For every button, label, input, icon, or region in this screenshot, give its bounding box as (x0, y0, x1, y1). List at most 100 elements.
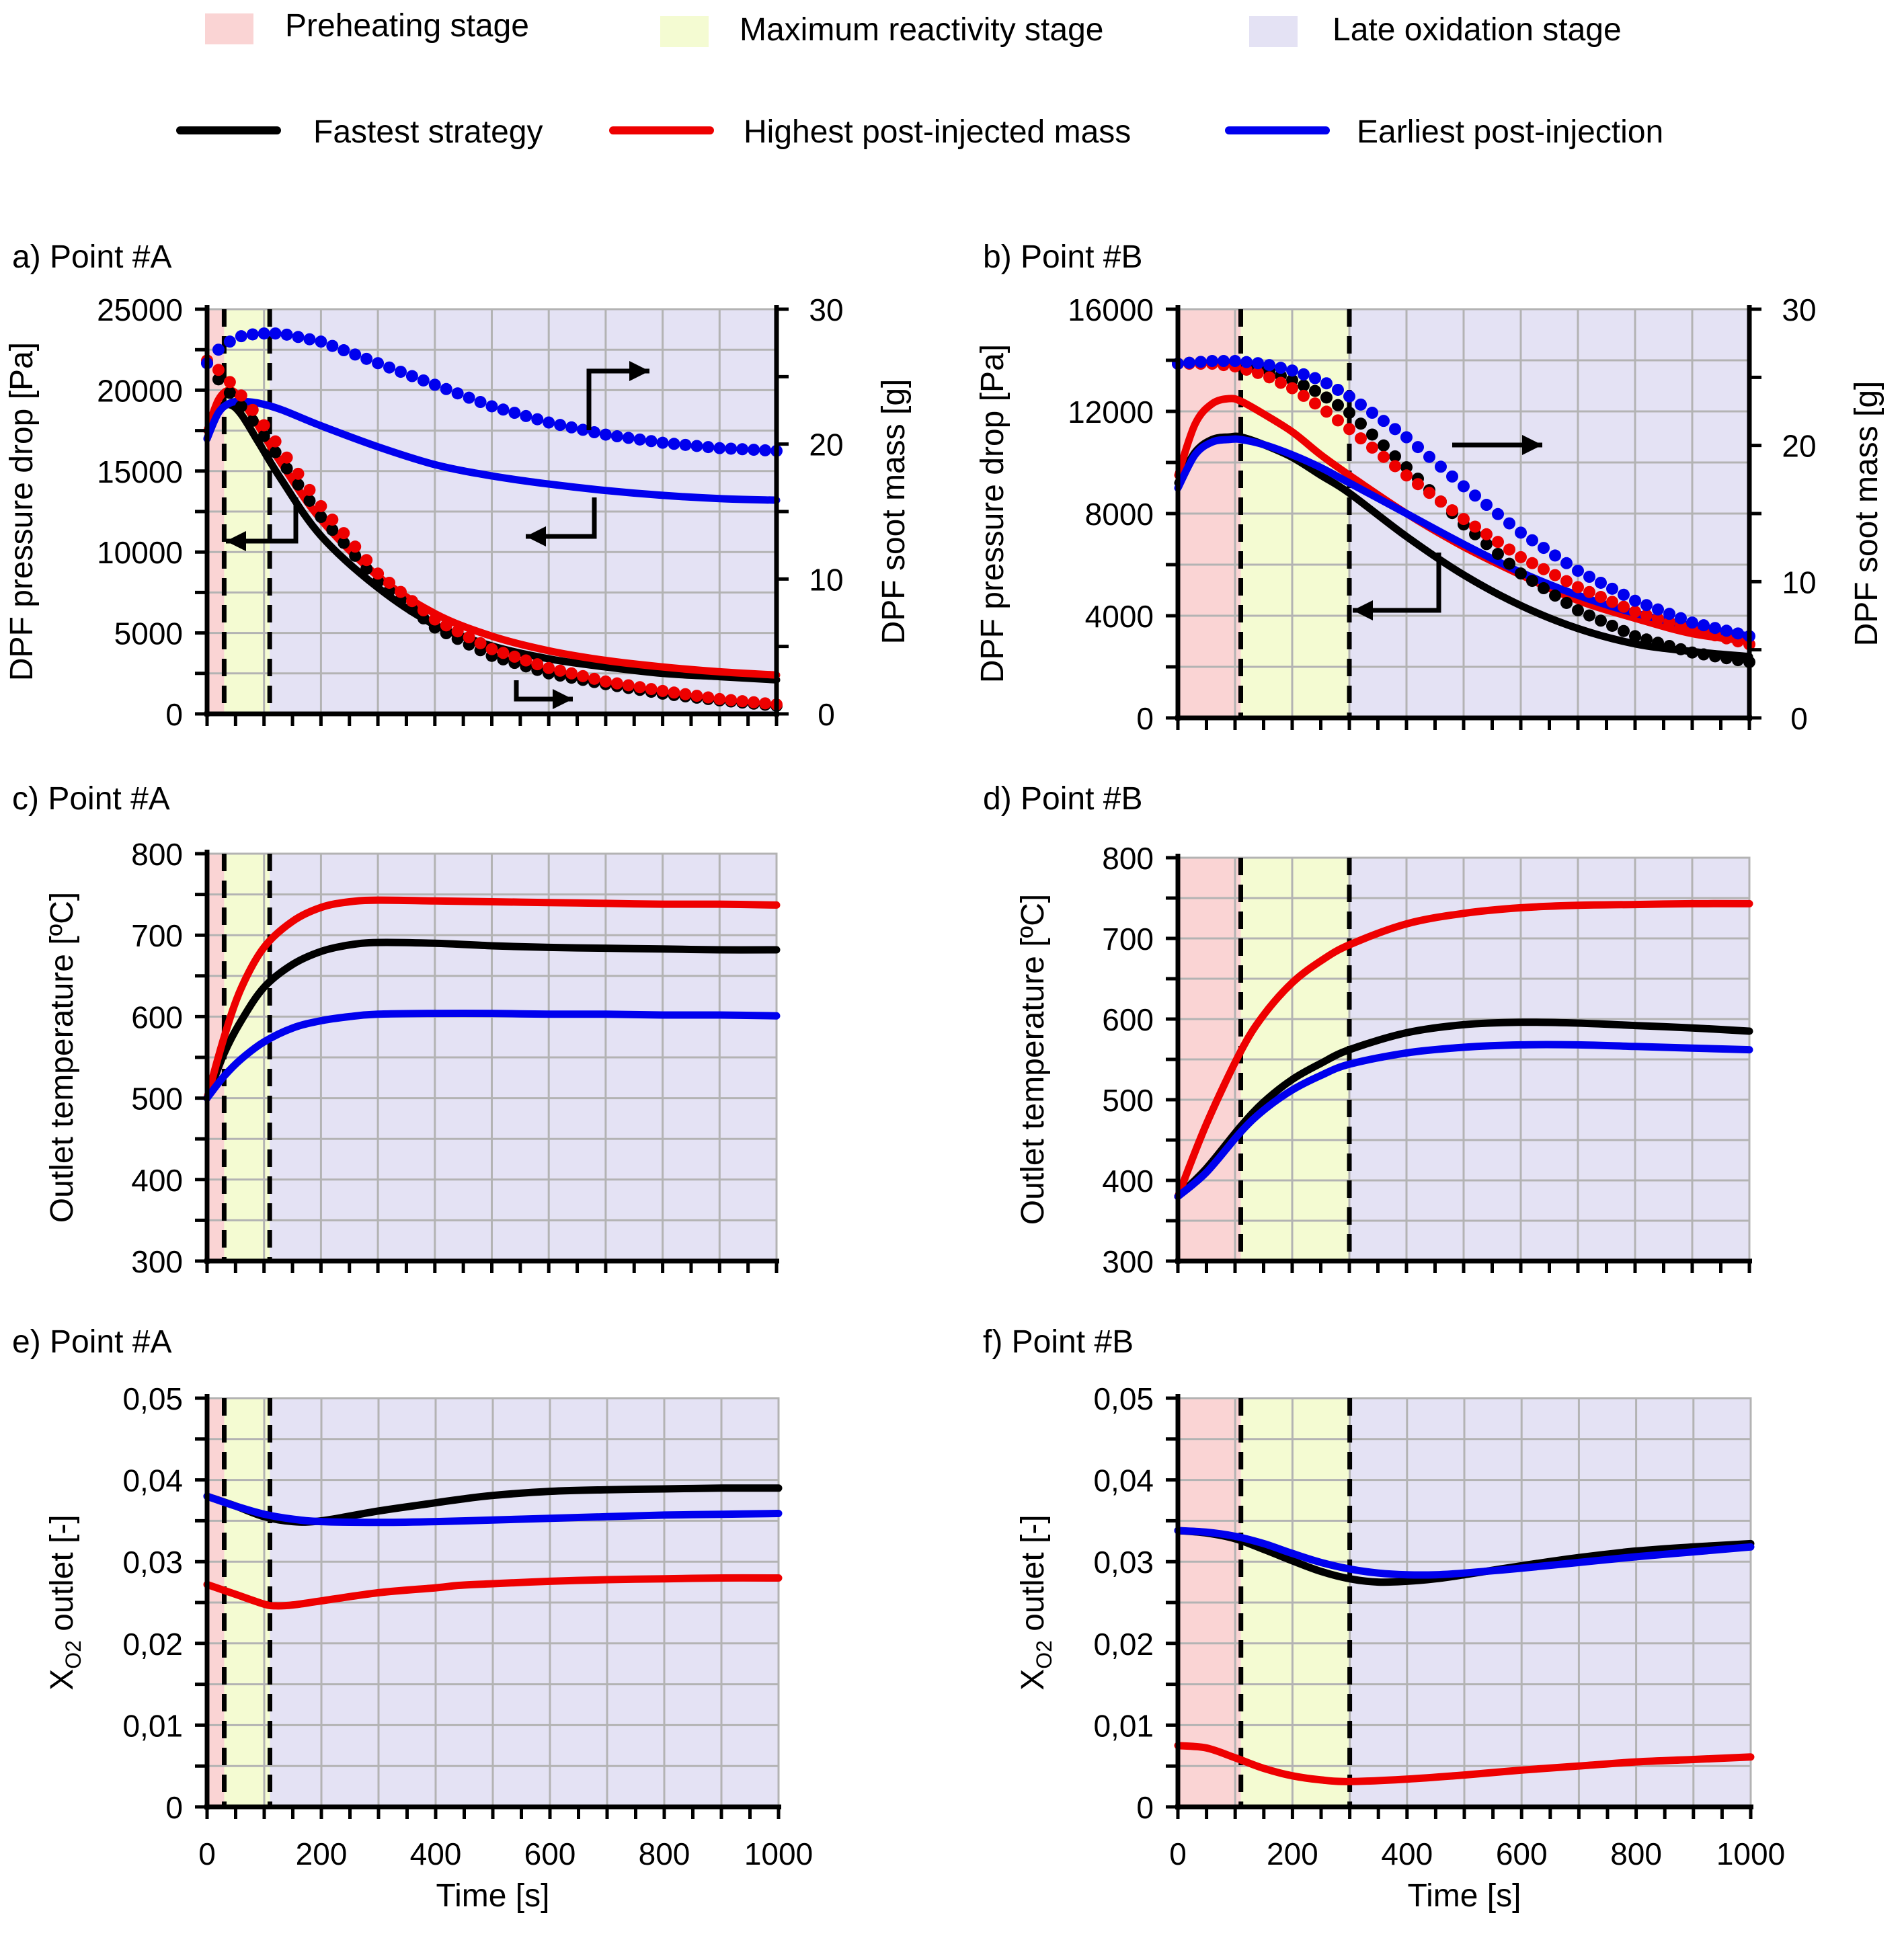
data-point (1652, 612, 1664, 625)
data-point (223, 387, 236, 399)
data-point (463, 631, 475, 644)
arrow-shaft (1353, 553, 1441, 613)
data-point (543, 661, 555, 674)
data-point (1595, 576, 1607, 589)
data-point (372, 567, 385, 580)
data-point (1618, 600, 1630, 613)
data-point (315, 499, 327, 512)
data-point (326, 514, 339, 526)
data-point (257, 430, 270, 442)
arrow-head (1353, 600, 1373, 620)
data-point (645, 683, 658, 696)
y-tick-label: 600 (1102, 1002, 1154, 1037)
x-tick-label: 600 (1496, 1836, 1548, 1871)
data-point (633, 681, 646, 694)
data-point (463, 391, 475, 404)
y-tick-label: 16000 (1068, 292, 1154, 327)
chart-title: d) Point #B (983, 781, 1142, 817)
data-point (1720, 652, 1733, 665)
data-point (1332, 414, 1344, 427)
data-point (1275, 362, 1287, 374)
data-point (1435, 495, 1447, 508)
x-tick-label: 200 (296, 1836, 348, 1871)
data-point (1709, 622, 1721, 635)
y-tick-label: 0,04 (1093, 1463, 1154, 1498)
chart-f: 0 0,01 0,02 0,03 0,04 0,05 0 200 400 600 800 1000 f)… (983, 1324, 1785, 1914)
data-point (1732, 654, 1744, 667)
y-tick-label: 400 (1102, 1164, 1154, 1199)
data-point (1298, 368, 1310, 380)
y-tick-label: 700 (131, 918, 183, 953)
x-tick-label: 1000 (744, 1836, 813, 1871)
data-point (554, 419, 567, 432)
y-tick-label: 400 (131, 1163, 183, 1198)
data-point (1263, 371, 1275, 384)
chart-b: 0 4000 8000 12000 16000 0 10 20 30 b) Point #B DPF… (975, 239, 1885, 736)
y-tick-label: 500 (131, 1082, 183, 1117)
data-point (759, 697, 772, 710)
data-point (246, 328, 259, 341)
data-point (736, 443, 749, 456)
y-axis-label: XO2 outlet [-] (44, 1514, 85, 1690)
data-point (223, 376, 236, 389)
data-point (1423, 450, 1435, 463)
x-axis-label: Time [s] (1408, 1878, 1521, 1914)
data-point (1572, 565, 1584, 577)
data-point (1206, 355, 1218, 368)
data-point (349, 540, 362, 553)
y-tick-label: 8000 (1085, 497, 1154, 532)
data-point (394, 366, 407, 378)
y2-tick-label: 30 (1782, 292, 1816, 327)
data-point (1606, 619, 1618, 632)
data-point (451, 625, 464, 638)
data-point (1366, 407, 1378, 419)
series-line (203, 1492, 783, 1527)
data-point (280, 451, 293, 464)
arrow-shaft (226, 497, 299, 544)
data-point (1332, 383, 1344, 396)
data-point (394, 585, 407, 598)
data-point (1400, 431, 1413, 444)
data-point (668, 438, 680, 450)
arrow-head (1522, 435, 1542, 455)
x-tick-label: 400 (1381, 1836, 1433, 1871)
data-point (1309, 372, 1321, 384)
data-point (1732, 627, 1744, 640)
data-point (1675, 643, 1687, 655)
y2-tick-label: 20 (809, 428, 843, 462)
data-point (1538, 542, 1550, 555)
data-point (1389, 450, 1401, 462)
data-point (1526, 575, 1538, 588)
series-line (1174, 1742, 1755, 1785)
data-point (1252, 366, 1264, 379)
data-point (759, 444, 772, 456)
data-point (1412, 478, 1424, 491)
data-point (1572, 581, 1584, 594)
data-point (599, 675, 612, 688)
data-point (1709, 650, 1721, 663)
data-point (428, 378, 441, 391)
data-point (497, 647, 510, 659)
arrow-right-axis-a1 (586, 361, 649, 430)
data-point (1298, 379, 1310, 392)
x-tick-label: 0 (1169, 1836, 1187, 1871)
data-point (315, 335, 327, 348)
y2-tick-label: 20 (1782, 429, 1816, 464)
data-point (235, 330, 247, 343)
data-point (1389, 460, 1401, 473)
data-point (1378, 415, 1390, 428)
y-tick-label: 0,05 (1093, 1381, 1154, 1416)
data-point (1469, 520, 1481, 533)
data-point (315, 511, 327, 524)
data-point (1595, 614, 1607, 627)
data-point (1458, 513, 1470, 526)
data-point (1446, 470, 1458, 483)
data-point (1698, 648, 1710, 661)
data-point (1229, 355, 1241, 368)
chart-title: b) Point #B (983, 239, 1142, 275)
y2-tick-label: 10 (809, 562, 843, 597)
data-point (1423, 487, 1435, 499)
y-axis-label: DPF pressure drop [Pa] (975, 344, 1010, 683)
series-line (203, 896, 781, 1102)
